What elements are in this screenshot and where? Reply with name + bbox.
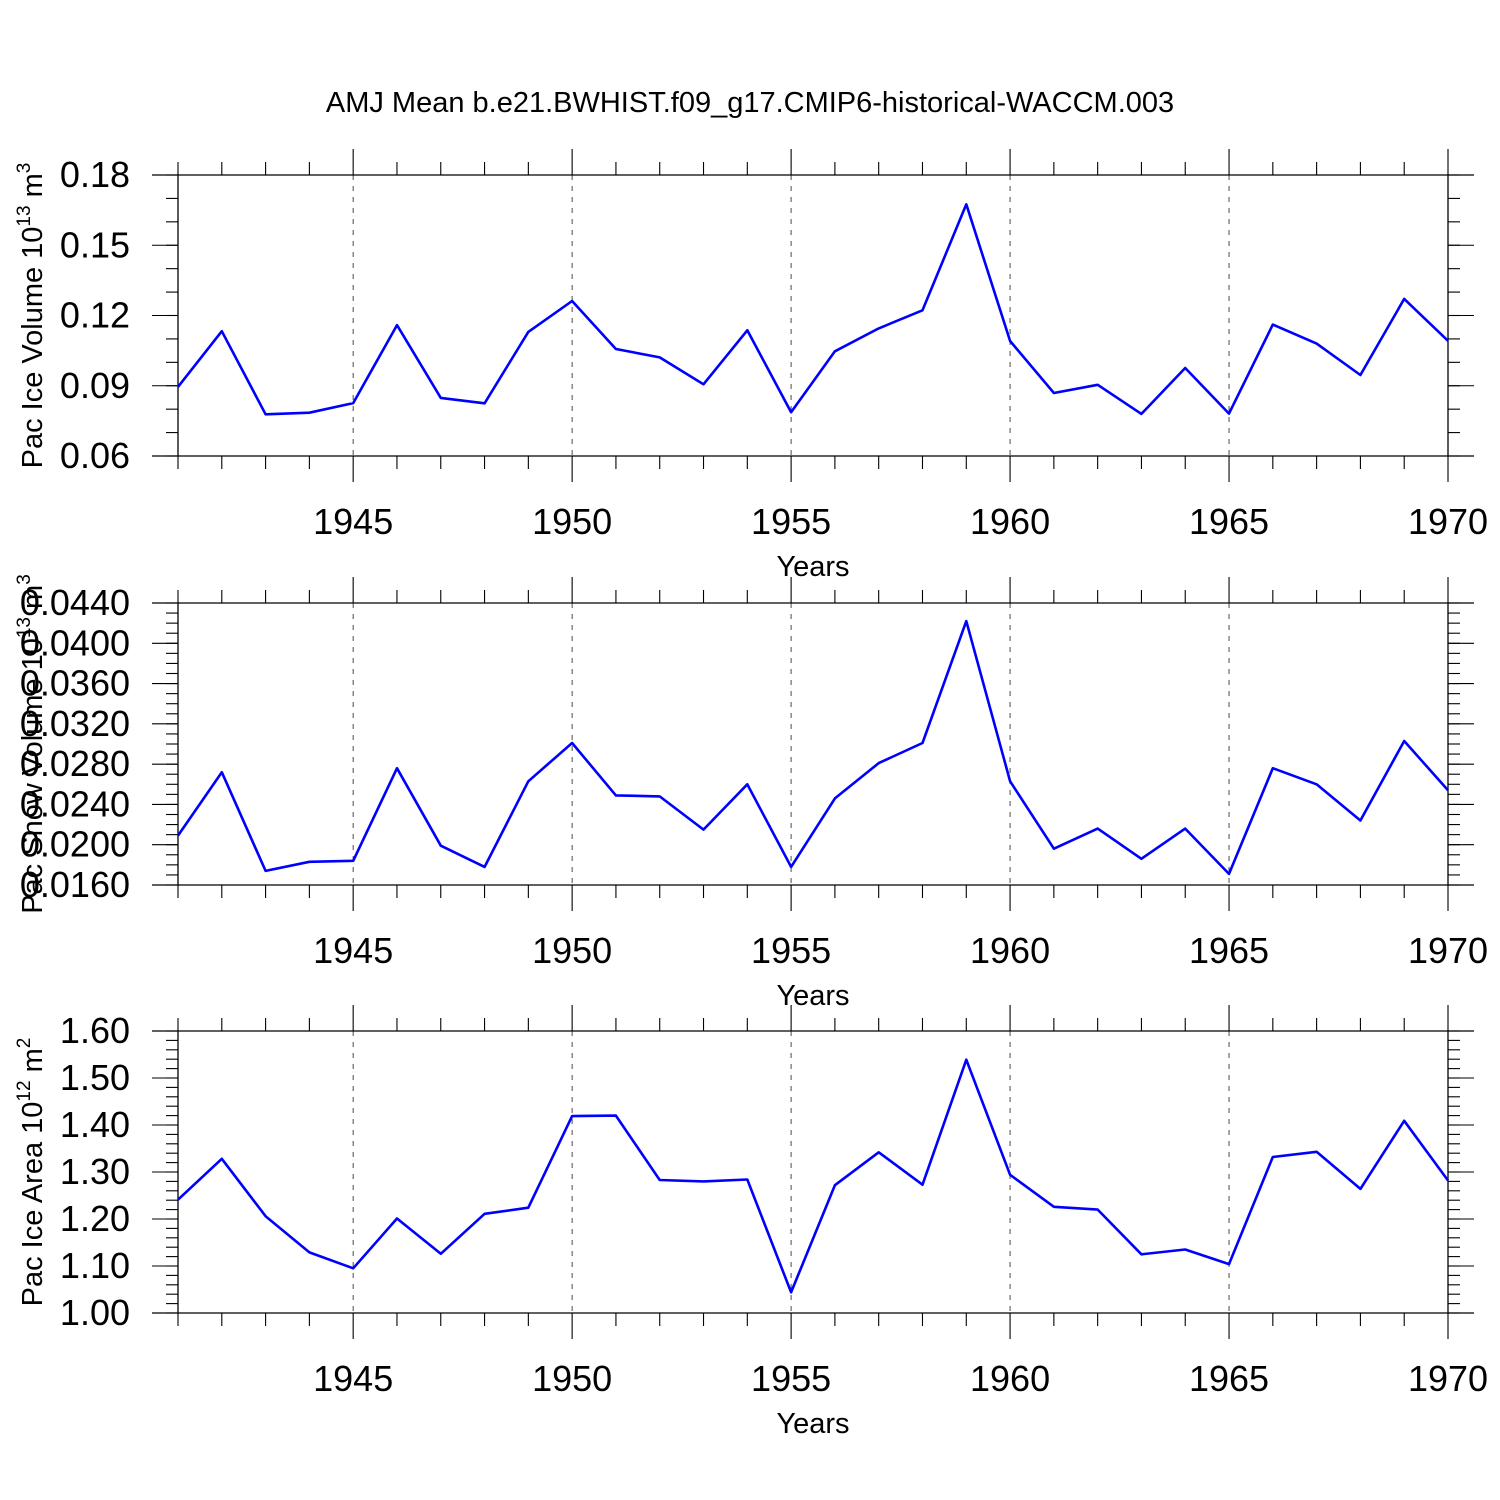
y-tick-label: 1.40 bbox=[60, 1104, 130, 1145]
y-tick-label: 0.0320 bbox=[20, 703, 130, 744]
series-line bbox=[176, 203, 1449, 416]
y-tick-label: 0.18 bbox=[60, 154, 130, 195]
x-axis-title: Years bbox=[776, 1408, 849, 1440]
y-tick-label: 1.50 bbox=[60, 1057, 130, 1098]
x-tick-label: 1965 bbox=[1189, 930, 1269, 971]
x-tick-label: 1950 bbox=[532, 1358, 612, 1399]
x-tick-label: 1950 bbox=[532, 930, 612, 971]
y-tick-label: 0.0280 bbox=[20, 743, 130, 784]
chart-panel-1: 0.06 0.09 0.12 0.15 0.18 1945 1950 1955 1960 1965… bbox=[14, 149, 1488, 583]
y-axis-title: Pac Ice Volume 1013 m3 bbox=[14, 163, 49, 469]
x-tick-label: 1970 bbox=[1408, 930, 1488, 971]
chart-panel-2: 0.01600.02000.02400.02800.03200.03600.04… bbox=[14, 574, 1488, 1012]
y-tick-label: 0.0400 bbox=[20, 622, 130, 663]
y-tick-label: 0.06 bbox=[60, 435, 130, 476]
y-tick-label: 0.0360 bbox=[20, 663, 130, 704]
y-tick-label: 1.30 bbox=[60, 1151, 130, 1192]
x-tick-label: 1965 bbox=[1189, 501, 1269, 542]
y-tick-label: 0.15 bbox=[60, 224, 130, 265]
y-tick-label: 0.0440 bbox=[20, 582, 130, 623]
y-tick-label: 0.09 bbox=[60, 365, 130, 406]
x-tick-label: 1945 bbox=[313, 1358, 393, 1399]
x-tick-label: 1945 bbox=[313, 930, 393, 971]
x-axis-title: Years bbox=[776, 551, 849, 583]
y-axis-title: Pac Ice Area 1012 m2 bbox=[14, 1038, 49, 1307]
chart-panel-3: 1.00 1.10 1.20 1.30 1.40 1.50 1.60 1945 1950 1955… bbox=[14, 1005, 1488, 1440]
x-tick-label: 1970 bbox=[1408, 1358, 1488, 1399]
x-tick-label: 1955 bbox=[751, 1358, 831, 1399]
y-tick-label: 1.00 bbox=[60, 1292, 130, 1333]
y-tick-label: 1.60 bbox=[60, 1010, 130, 1051]
y-tick-label: 0.0160 bbox=[20, 864, 130, 905]
y-axis-title: Pac Snow Volume 1013 m3 bbox=[14, 574, 49, 914]
x-tick-label: 1960 bbox=[970, 930, 1050, 971]
x-tick-label: 1950 bbox=[532, 501, 612, 542]
series-line bbox=[177, 1058, 1450, 1294]
series-line bbox=[176, 619, 1449, 876]
y-tick-label: 0.0240 bbox=[20, 783, 130, 824]
x-tick-label: 1945 bbox=[313, 501, 393, 542]
x-tick-label: 1955 bbox=[751, 501, 831, 542]
y-tick-label: 1.10 bbox=[60, 1245, 130, 1286]
x-tick-label: 1960 bbox=[970, 501, 1050, 542]
panels: 0.06 0.09 0.12 0.15 0.18 1945 1950 1955 1960 1965… bbox=[14, 149, 1488, 1440]
y-tick-label: 1.20 bbox=[60, 1198, 130, 1239]
x-tick-label: 1965 bbox=[1189, 1358, 1269, 1399]
x-tick-label: 1955 bbox=[751, 930, 831, 971]
figure-title: AMJ Mean b.e21.BWHIST.f09_g17.CMIP6-hist… bbox=[326, 87, 1174, 119]
x-tick-label: 1970 bbox=[1408, 501, 1488, 542]
y-tick-label: 0.0200 bbox=[20, 824, 130, 865]
x-tick-label: 1960 bbox=[970, 1358, 1050, 1399]
y-tick-label: 0.12 bbox=[60, 295, 130, 336]
x-axis-title: Years bbox=[776, 980, 849, 1012]
